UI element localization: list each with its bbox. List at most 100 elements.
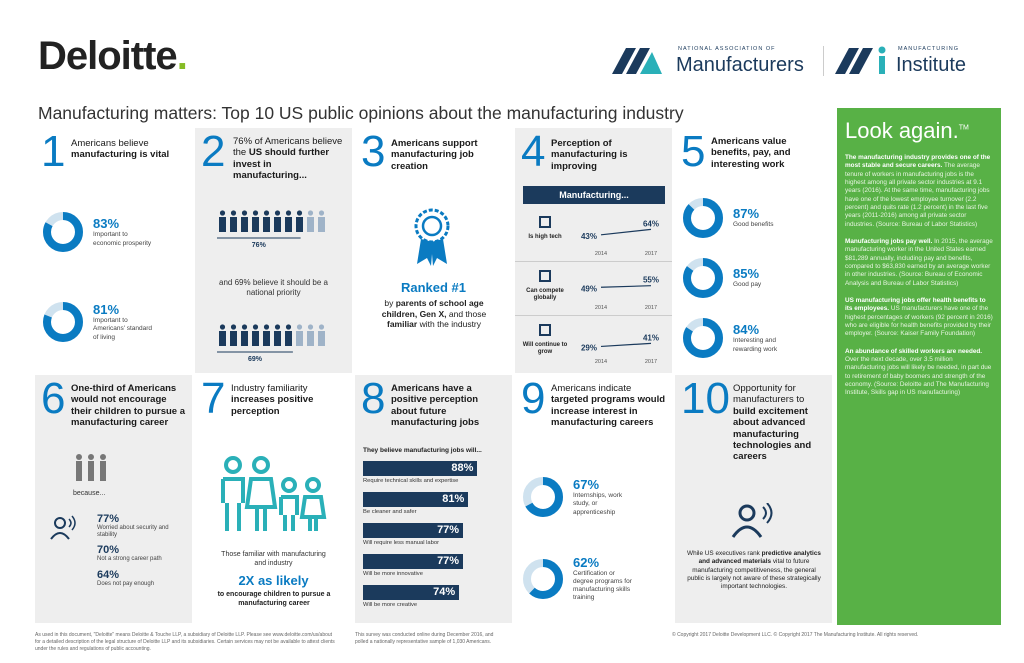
bold-text: The manufacturing industry provides one … [845, 154, 991, 170]
row-label: Is high tech [528, 234, 562, 240]
panel-number: 1 [41, 128, 66, 176]
stat: 81% Important to Americans' standard of l… [41, 300, 155, 344]
ribbon-icon [414, 208, 450, 266]
person-body [252, 217, 259, 232]
stat-description: Important to economic prosperity [93, 231, 152, 247]
person-body [318, 331, 325, 346]
person-head [296, 324, 303, 330]
reason-text: Not a strong career path [97, 556, 162, 563]
trend-row: Can compete globally 49% 2014 55% 2017 [515, 262, 672, 316]
panel-heading: One-third of Americans would not encoura… [71, 383, 189, 429]
panel-number: 6 [41, 375, 66, 423]
panel: 4 Perception of manufacturing is improvi… [515, 128, 672, 373]
bar-text: Require technical skills and expertise [363, 478, 459, 484]
donut [683, 198, 723, 238]
stat-description: Interesting and rewarding work [733, 337, 778, 353]
person-body [241, 217, 248, 232]
bold-text: US should further invest in manufacturin… [233, 147, 330, 182]
bar-text: Will require less manual labor [363, 540, 440, 546]
bar [363, 523, 464, 538]
value-label: 49% [581, 284, 597, 293]
stat-value: 84% [733, 322, 760, 338]
bold-text: Perception of manufacturing is improving [551, 138, 628, 172]
bar-text: Be cleaner and safer [363, 509, 417, 515]
logo-text: Deloitte [38, 34, 178, 78]
person-body [241, 331, 248, 346]
icon-shape [539, 324, 551, 336]
panel: 1 Americans believe manufacturing is vit… [35, 128, 192, 373]
person-body [285, 331, 292, 346]
stat-text: 85% Good pay [733, 266, 795, 289]
bold-text: One-third of Americans would not encoura… [71, 383, 186, 429]
panel-number: 2 [201, 128, 226, 176]
icon-shape [539, 216, 551, 228]
stat-text: and 69% believe it should be a national … [219, 278, 328, 298]
footnote: © Copyright 2017 Deloitte Development LL… [672, 632, 919, 638]
text: In 2015, the average manufacturing worke… [845, 237, 993, 287]
person-head [252, 324, 259, 330]
panel-heading: Industry familiarity increases positive … [231, 383, 346, 417]
person-head [274, 210, 281, 216]
panel-number: 5 [681, 128, 706, 176]
person-head [219, 324, 226, 330]
stat: 67% Internships, work study, or apprentic… [521, 475, 635, 519]
icon-shape [539, 270, 551, 282]
page-title: Manufacturing matters: Top 10 US public … [38, 103, 684, 123]
subheading: They believe manufacturing jobs will... [363, 447, 482, 454]
person-body [230, 331, 237, 346]
sidebar-paragraph: Manufacturing jobs pay well. In 2015, th… [845, 238, 993, 288]
person-head [219, 210, 226, 216]
people-row: 76% [217, 210, 325, 249]
rank: Ranked #1 [400, 280, 467, 295]
bar-label: 81% [442, 493, 465, 505]
stat-text: 87% Good benefits [733, 206, 795, 229]
value-label: 43% [581, 232, 597, 241]
panel: 3 Americans support manufacturing job cr… [355, 128, 512, 373]
panel-heading: Americans support manufacturing job crea… [391, 138, 506, 172]
reason-value: 64% [97, 568, 120, 581]
banner: Manufacturing... [523, 186, 665, 204]
text: Over the next decade, over 3.5 million m… [845, 355, 992, 397]
donut-arc [683, 258, 723, 298]
tail-text: to encourage children to pursue a manufa… [217, 591, 331, 608]
person-head [252, 210, 259, 216]
divider [823, 46, 824, 76]
donut-arc [683, 318, 723, 358]
reason: 70% Not a strong career path [97, 544, 189, 563]
highlight: 2X as likely [238, 573, 309, 588]
panel-heading: Americans believe manufacturing is vital [71, 138, 187, 161]
row-label: Will continue to grow [522, 342, 568, 356]
stat-description: Good benefits [733, 221, 774, 229]
row-icon [539, 270, 551, 282]
person-body [307, 217, 314, 232]
bar-label: 88% [451, 462, 474, 474]
year-label: 2017 [645, 251, 657, 257]
panel-heading: Americans value benefits, pay, and inter… [711, 136, 821, 170]
bold-text: An abundance of skilled workers are need… [845, 347, 983, 355]
stat-value: 87% [733, 206, 760, 222]
stat-description: Important to Americans' standard of livi… [93, 317, 153, 341]
text: Americans believe [71, 138, 149, 149]
bold-text: manufacturing is vital [71, 149, 170, 161]
stat: 83% Important to economic prosperity [41, 210, 155, 254]
text: US manufacturers have one of the highest… [845, 305, 993, 338]
sidebar-paragraph: US manufacturing jobs offer health benef… [845, 297, 993, 339]
logo: Deloitte. [38, 34, 188, 79]
speaker-icon [731, 503, 773, 538]
donut-arc [43, 302, 83, 342]
person-body [219, 217, 226, 232]
panel: 8 Americans have a positive perception a… [355, 375, 512, 623]
bold-text: familiar [386, 319, 418, 330]
text: by [384, 298, 396, 308]
person-head [230, 324, 237, 330]
person-head [230, 210, 237, 216]
stat: 62% Certification or degree programs for … [521, 555, 635, 603]
donut [523, 477, 563, 517]
stat-value: 85% [733, 266, 760, 282]
donut [683, 318, 723, 358]
bar [363, 585, 460, 600]
stat-text: 62% Certification or degree programs for … [573, 555, 635, 603]
stat-text: 84% Interesting and rewarding work [733, 322, 795, 353]
year-label: 2014 [595, 305, 607, 311]
stat: 85% Good pay [681, 256, 795, 300]
